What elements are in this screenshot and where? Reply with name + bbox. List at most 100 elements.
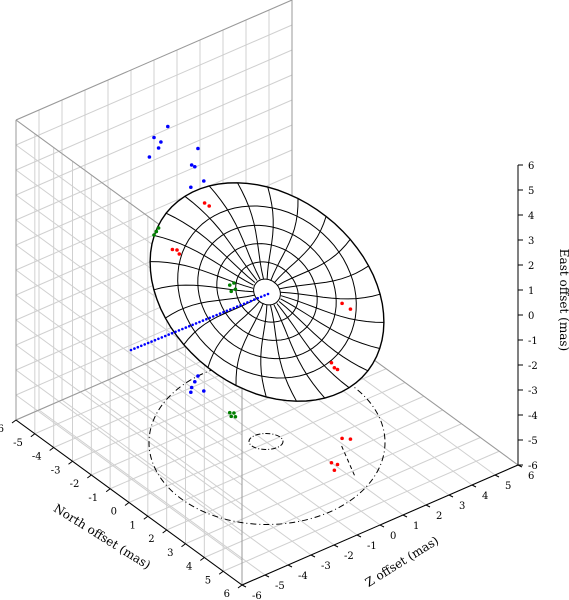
data-point-floor-projection	[229, 414, 234, 419]
trail-point	[246, 301, 249, 304]
floor-projection-circle	[148, 360, 386, 525]
z-tick-label: 1	[413, 521, 419, 532]
trail-point	[129, 348, 133, 352]
north-tick-mark	[237, 584, 243, 589]
ellipsoid-meridian	[150, 261, 254, 289]
data-point-wall-projection	[170, 247, 175, 252]
ellipsoid-meridian	[208, 185, 261, 280]
z-tick-label: -5	[275, 581, 285, 592]
ellipsoid-ring	[177, 205, 357, 379]
data-point-floor-projection	[233, 414, 238, 419]
ellipsoid-meridian	[280, 298, 380, 349]
trail-point	[187, 324, 191, 328]
north-tick-label: -2	[70, 479, 80, 490]
north-tick-mark	[87, 474, 92, 479]
floor-projection-inner-circle	[248, 433, 284, 450]
ellipsoid-ring	[216, 243, 318, 341]
data-point	[332, 365, 337, 370]
z-tick-mark	[333, 544, 339, 548]
ellipsoid-meridian	[270, 304, 297, 402]
east-tick-label: 5	[528, 186, 534, 197]
data-point	[196, 146, 200, 151]
ellipsoid-meridian	[270, 198, 299, 281]
ellipsoid-meridian	[273, 304, 326, 399]
trail-point	[174, 330, 177, 334]
z-tick-mark	[471, 484, 477, 488]
data-point-floor-projection	[189, 390, 193, 395]
z-tick-mark	[310, 554, 316, 558]
data-point-wall-projection	[177, 252, 182, 256]
data-point-wall-projection	[156, 226, 161, 230]
data-point	[329, 360, 334, 365]
trail-point	[211, 315, 215, 318]
z-tick-label: 0	[390, 531, 396, 542]
east-tick-label: -5	[528, 436, 538, 447]
data-point-wall-projection	[207, 204, 211, 208]
data-point-wall-projection	[147, 155, 152, 159]
trail-point	[259, 295, 263, 299]
z-tick-label: -3	[321, 561, 331, 572]
ellipsoid-meridian	[165, 294, 255, 319]
data-point-floor-projection	[202, 389, 206, 393]
north-axis-title: North offset (mas)	[51, 501, 153, 572]
trail-point	[229, 308, 232, 311]
ellipsoid-meridian	[207, 300, 261, 368]
z-tick-label: 5	[505, 481, 511, 492]
trail-point	[215, 313, 218, 317]
right-wall-gridline	[15, 49, 293, 171]
data-point-floor-projection	[193, 379, 197, 384]
data-point-wall-projection	[152, 135, 156, 140]
north-tick-mark	[162, 529, 167, 534]
east-tick-label: 4	[528, 211, 534, 222]
east-tick-label: 3	[528, 236, 534, 247]
north-tick-mark	[200, 557, 205, 561]
chart-projections	[148, 360, 386, 525]
trail-point	[242, 302, 246, 306]
floor-gridline	[166, 409, 443, 531]
trail-point	[266, 292, 270, 296]
z-tick-mark	[287, 564, 293, 568]
z-tick-mark	[356, 534, 362, 538]
north-tick-mark	[30, 433, 36, 438]
trail-point	[133, 347, 136, 350]
data-point-wall-projection	[175, 248, 179, 252]
ellipsoid-meridian	[273, 216, 327, 284]
trail-point	[253, 298, 256, 301]
east-tick-label: 1	[528, 286, 534, 297]
floor-projection-segment	[341, 445, 357, 479]
data-point-wall-projection	[156, 146, 161, 150]
data-point-wall-projection	[154, 229, 159, 234]
north-tick-label: -4	[32, 452, 42, 463]
data-point	[348, 307, 353, 311]
z-tick-mark	[494, 474, 500, 478]
chart-points	[129, 124, 353, 473]
east-tick-label: -3	[528, 386, 538, 397]
trail-point	[263, 294, 266, 297]
trail-point	[139, 344, 143, 348]
data-point-wall-projection	[166, 124, 170, 129]
trail-point	[208, 316, 212, 320]
trail-point	[256, 296, 260, 300]
data-point-wall-projection	[159, 140, 163, 144]
ellipsoid-wireframe	[149, 182, 385, 402]
north-tick-mark	[105, 488, 111, 493]
right-wall-gridline	[15, 24, 293, 146]
chart-ticks: -6-5-4-3-2-10123456-6-5-4-3-2-10123456-6…	[0, 161, 538, 600]
trail-point	[225, 309, 229, 313]
z-tick-label: 4	[482, 491, 488, 502]
trail-point	[201, 319, 205, 322]
data-point-floor-projection	[340, 436, 344, 441]
trail-point	[160, 336, 164, 339]
ellipsoid-meridian	[165, 212, 256, 283]
z-tick-mark	[448, 494, 454, 498]
cube-edge	[15, 0, 293, 121]
data-point	[335, 367, 340, 372]
trail-point	[150, 340, 153, 343]
trail-point	[232, 306, 236, 310]
east-tick-label: -1	[528, 336, 538, 347]
data-point	[189, 185, 193, 190]
north-tick-label: -1	[88, 493, 98, 504]
ellipsoid-meridian	[266, 186, 274, 280]
data-point-floor-projection	[335, 462, 340, 467]
